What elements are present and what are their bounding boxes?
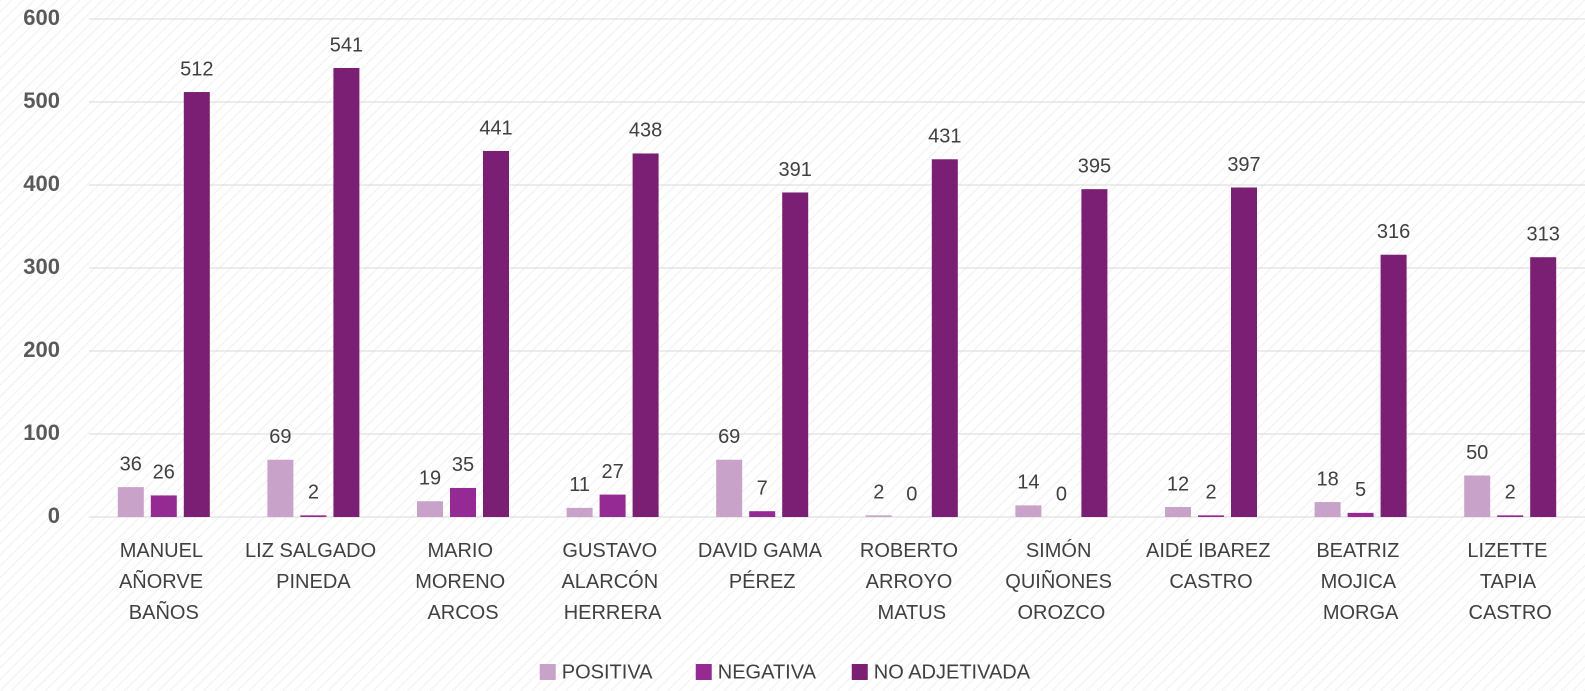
x-tick-label: GUSTAVO ALARCÓN HERRERA bbox=[561, 540, 663, 624]
x-tick-label: LIZETTE TAPIA CASTRO bbox=[1467, 540, 1553, 624]
bar bbox=[417, 501, 443, 517]
data-label: 431 bbox=[928, 126, 961, 148]
data-label: 316 bbox=[1377, 221, 1410, 243]
data-label: 14 bbox=[1017, 472, 1039, 494]
data-label: 395 bbox=[1078, 155, 1111, 177]
bar bbox=[450, 487, 476, 517]
data-label: 5 bbox=[1355, 479, 1366, 501]
bar bbox=[483, 150, 509, 517]
data-label: 438 bbox=[629, 120, 662, 142]
y-tick-label: 600 bbox=[23, 5, 60, 30]
data-label: 512 bbox=[180, 58, 213, 80]
data-label: 26 bbox=[153, 462, 175, 484]
bar bbox=[566, 507, 593, 517]
legend-label: NO ADJETIVADA bbox=[874, 661, 1031, 683]
data-label: 2 bbox=[1205, 482, 1216, 504]
bar bbox=[300, 515, 327, 517]
y-tick-label: 0 bbox=[48, 503, 60, 528]
data-label: 0 bbox=[1056, 483, 1067, 505]
data-label: 19 bbox=[419, 468, 441, 490]
bar bbox=[782, 192, 809, 517]
bar bbox=[1530, 257, 1557, 517]
bar bbox=[1314, 502, 1341, 517]
data-label: 69 bbox=[269, 426, 291, 448]
data-label: 2 bbox=[1505, 482, 1516, 504]
data-label: 541 bbox=[330, 34, 363, 56]
data-label: 441 bbox=[479, 117, 512, 139]
bar bbox=[267, 459, 294, 517]
bar bbox=[1165, 507, 1191, 517]
bar bbox=[1231, 187, 1257, 518]
x-tick-label: DAVID GAMA PÉREZ bbox=[698, 540, 827, 593]
x-tick-label: LIZ SALGADO PINEDA bbox=[245, 540, 382, 593]
x-tick-label: AIDÉ IBAREZ CASTRO bbox=[1146, 539, 1276, 593]
bar bbox=[749, 511, 776, 517]
data-label: 313 bbox=[1527, 223, 1560, 245]
data-label: 27 bbox=[601, 461, 623, 483]
x-tick-label: BEATRIZ MOJICA MORGA bbox=[1316, 540, 1405, 624]
bar bbox=[1081, 189, 1108, 517]
data-label: 7 bbox=[757, 477, 768, 499]
x-tick-label: ROBERTO ARROYO MATUS bbox=[860, 540, 964, 624]
data-label: 35 bbox=[452, 454, 474, 476]
legend-swatch bbox=[851, 664, 868, 680]
bar bbox=[150, 495, 177, 517]
bar bbox=[117, 487, 144, 517]
data-label: 69 bbox=[718, 426, 740, 448]
y-tick-label: 300 bbox=[23, 254, 60, 279]
bar bbox=[333, 67, 360, 517]
data-label: 2 bbox=[873, 482, 884, 504]
y-tick-label: 100 bbox=[23, 420, 60, 445]
legend-label: NEGATIVA bbox=[718, 661, 817, 683]
bar bbox=[183, 92, 210, 517]
data-label: 18 bbox=[1316, 468, 1338, 490]
bar bbox=[1380, 254, 1407, 517]
bar bbox=[1497, 515, 1524, 517]
data-label: 397 bbox=[1227, 154, 1260, 176]
bar bbox=[865, 515, 892, 517]
data-label: 12 bbox=[1167, 473, 1189, 495]
bar bbox=[1198, 515, 1224, 517]
bar bbox=[1347, 512, 1374, 517]
bar bbox=[716, 459, 743, 517]
y-tick-label: 500 bbox=[23, 88, 60, 113]
legend-label: POSITIVA bbox=[562, 661, 653, 683]
data-label: 2 bbox=[308, 482, 319, 504]
data-label: 36 bbox=[120, 453, 142, 475]
y-tick-label: 400 bbox=[23, 171, 60, 196]
data-label: 0 bbox=[906, 483, 917, 505]
bar bbox=[599, 494, 626, 517]
bar bbox=[1015, 505, 1042, 517]
data-label: 391 bbox=[779, 159, 812, 181]
bar bbox=[1464, 475, 1491, 517]
legend-swatch bbox=[539, 664, 556, 680]
bar bbox=[632, 153, 659, 517]
x-tick-label: MARIO MORENO ARCOS bbox=[415, 540, 511, 624]
y-tick-label: 200 bbox=[23, 337, 60, 362]
data-label: 11 bbox=[569, 474, 590, 496]
legend-swatch bbox=[695, 664, 712, 680]
x-tick-label: SIMÓN QUIÑONES OROZCO bbox=[1005, 539, 1117, 624]
bar bbox=[931, 159, 958, 517]
x-tick-label: MANUEL AÑORVE BAÑOS bbox=[119, 540, 209, 624]
data-label: 50 bbox=[1466, 442, 1488, 464]
